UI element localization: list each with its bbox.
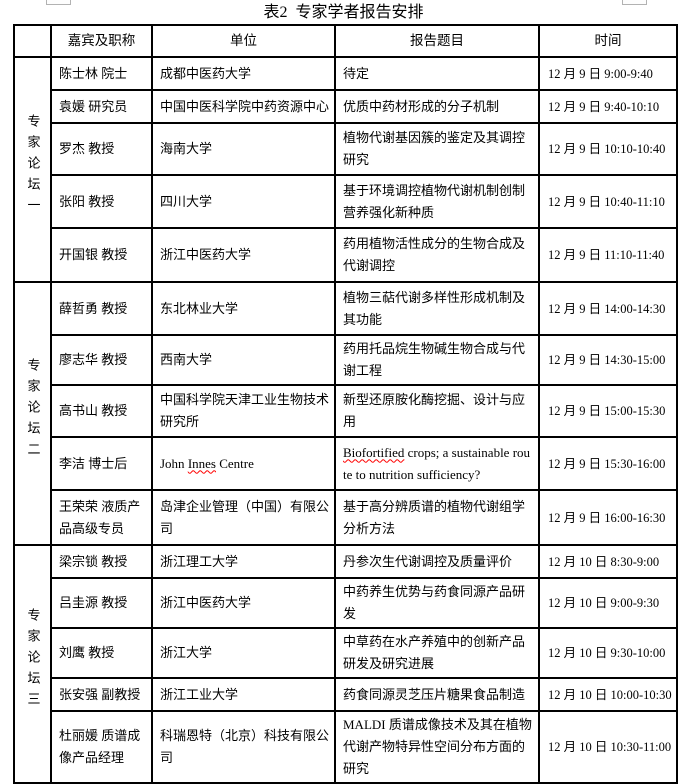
- org-cell: 岛津企业管理（中国）有限公司: [151, 489, 336, 546]
- org-cell: 浙江中医药大学: [151, 577, 336, 629]
- topic-cell: MALDI 质谱成像技术及其在植物代谢产物特异性空间分布方面的研究: [334, 710, 540, 784]
- topic-cell: 新型还原胺化酶挖掘、设计与应用: [334, 384, 540, 438]
- guest-cell: 薛哲勇 教授: [50, 281, 153, 336]
- guest-cell: 陈士林 院士: [50, 56, 153, 91]
- time-cell: 12 月 9 日 9:40-10:10: [538, 89, 678, 124]
- table-row: 李洁 博士后 John Innes Centre Biofortified cr…: [14, 436, 678, 491]
- header-time: 时间: [538, 24, 678, 58]
- org-cell: 西南大学: [151, 334, 336, 386]
- topic-cell: 基于高分辨质谱的植物代谢组学分析方法: [334, 489, 540, 546]
- guest-cell: 梁宗锁 教授: [50, 544, 153, 579]
- table-row: 廖志华 教授 西南大学 药用托品烷生物碱生物合成与代谢工程 12 月 9 日 1…: [14, 334, 678, 386]
- guest-cell: 李洁 博士后: [50, 436, 153, 491]
- topic-cell: 植物代谢基因簇的鉴定及其调控研究: [334, 122, 540, 176]
- guest-cell: 王荣荣 液质产品高级专员: [50, 489, 153, 546]
- topic-cell: 中药养生优势与药食同源产品研发: [334, 577, 540, 629]
- org-cell: 科瑞恩特（北京）科技有限公司: [151, 710, 336, 784]
- time-cell: 12 月 9 日 10:10-10:40: [538, 122, 678, 176]
- guest-cell: 刘鹰 教授: [50, 627, 153, 679]
- forum-section-label-2: 专家论坛二: [13, 281, 52, 546]
- org-cell: 中国中医科学院中药资源中心: [151, 89, 336, 124]
- table-row: 张安强 副教授 浙江工业大学 药食同源灵芝压片糖果食品制造 12 月 10 日 …: [14, 677, 678, 712]
- time-cell: 12 月 9 日 16:00-16:30: [538, 489, 678, 546]
- header-org: 单位: [151, 24, 336, 58]
- org-cell: 中国科学院天津工业生物技术研究所: [151, 384, 336, 438]
- guest-cell: 开国银 教授: [50, 227, 153, 283]
- topic-cell: 药用植物活性成分的生物合成及代谢调控: [334, 227, 540, 283]
- guest-cell: 张阳 教授: [50, 174, 153, 229]
- table-row: 刘鹰 教授 浙江大学 中草药在水产养殖中的创新产品研发及研究进展 12 月 10…: [14, 627, 678, 679]
- time-cell: 12 月 9 日 15:30-16:00: [538, 436, 678, 491]
- guest-cell: 张安强 副教授: [50, 677, 153, 712]
- table-row: 开国银 教授 浙江中医药大学 药用植物活性成分的生物合成及代谢调控 12 月 9…: [14, 227, 678, 283]
- header-topic: 报告题目: [334, 24, 540, 58]
- forum-section-label-3: 专家论坛三: [13, 544, 52, 784]
- table-row: 罗杰 教授 海南大学 植物代谢基因簇的鉴定及其调控研究 12 月 9 日 10:…: [14, 122, 678, 176]
- time-cell: 12 月 10 日 10:30-11:00: [538, 710, 678, 784]
- ruler-margin-marker-right: [622, 0, 647, 5]
- org-cell: 浙江大学: [151, 627, 336, 679]
- org-cell: 四川大学: [151, 174, 336, 229]
- table-row: 专家论坛二 薛哲勇 教授 东北林业大学 植物三萜代谢多样性形成机制及其功能 12…: [13, 281, 678, 546]
- topic-cell: 基于环境调控植物代谢机制创制营养强化新种质: [334, 174, 540, 229]
- table-row: 王荣荣 液质产品高级专员 岛津企业管理（中国）有限公司 基于高分辨质谱的植物代谢…: [14, 489, 678, 546]
- org-cell: 成都中医药大学: [151, 56, 336, 91]
- org-cell: 东北林业大学: [151, 281, 336, 336]
- org-cell: 海南大学: [151, 122, 336, 176]
- table-row: 张阳 教授 四川大学 基于环境调控植物代谢机制创制营养强化新种质 12 月 9 …: [14, 174, 678, 229]
- table-row: 吕圭源 教授 浙江中医药大学 中药养生优势与药食同源产品研发 12 月 10 日…: [14, 577, 678, 629]
- guest-cell: 吕圭源 教授: [50, 577, 153, 629]
- table-row: 袁媛 研究员 中国中医科学院中药资源中心 优质中药材形成的分子机制 12 月 9…: [14, 89, 678, 124]
- org-cell: 浙江理工大学: [151, 544, 336, 579]
- time-cell: 12 月 9 日 9:00-9:40: [538, 56, 678, 91]
- topic-cell: 优质中药材形成的分子机制: [334, 89, 540, 124]
- header-guest: 嘉宾及职称: [50, 24, 153, 58]
- misspelling-underline: Biofortified: [343, 444, 405, 460]
- topic-cell: 药用托品烷生物碱生物合成与代谢工程: [334, 334, 540, 386]
- time-cell: 12 月 9 日 14:30-15:00: [538, 334, 678, 386]
- time-cell: 12 月 9 日 15:00-15:30: [538, 384, 678, 438]
- topic-cell: 丹参次生代谢调控及质量评价: [334, 544, 540, 579]
- topic-cell: 植物三萜代谢多样性形成机制及其功能: [334, 281, 540, 336]
- time-cell: 12 月 10 日 10:00-10:30: [538, 677, 678, 712]
- table-row: 专家论坛一 陈士林 院士 成都中医药大学 待定 12 月 9 日 9:00-9:…: [13, 56, 678, 283]
- org-cell: 浙江中医药大学: [151, 227, 336, 283]
- org-cell: John Innes Centre: [151, 436, 336, 491]
- table-row: 高书山 教授 中国科学院天津工业生物技术研究所 新型还原胺化酶挖掘、设计与应用 …: [14, 384, 678, 438]
- guest-cell: 高书山 教授: [50, 384, 153, 438]
- forum-section-label-1: 专家论坛一: [13, 56, 52, 283]
- report-schedule-table: 嘉宾及职称 单位 报告题目 时间 专家论坛一 陈士林 院士 成都中医药大学 待定…: [13, 24, 678, 784]
- topic-cell: 待定: [334, 56, 540, 91]
- time-cell: 12 月 10 日 8:30-9:00: [538, 544, 678, 579]
- topic-cell: Biofortified crops; a sustainable route …: [334, 436, 540, 491]
- time-cell: 12 月 9 日 11:10-11:40: [538, 227, 678, 283]
- table-title: 表2 专家学者报告安排: [263, 4, 424, 21]
- topic-cell: 中草药在水产养殖中的创新产品研发及研究进展: [334, 627, 540, 679]
- time-cell: 12 月 9 日 10:40-11:10: [538, 174, 678, 229]
- topic-cell: 药食同源灵芝压片糖果食品制造: [334, 677, 540, 712]
- header-forum: [13, 24, 52, 58]
- guest-cell: 廖志华 教授: [50, 334, 153, 386]
- misspelling-underline: Innes: [187, 455, 216, 471]
- table-row: 杜丽媛 质谱成像产品经理 科瑞恩特（北京）科技有限公司 MALDI 质谱成像技术…: [14, 710, 678, 784]
- guest-cell: 杜丽媛 质谱成像产品经理: [50, 710, 153, 784]
- table-row: 专家论坛三 梁宗锁 教授 浙江理工大学 丹参次生代谢调控及质量评价 12 月 1…: [13, 544, 678, 784]
- time-cell: 12 月 9 日 14:00-14:30: [538, 281, 678, 336]
- time-cell: 12 月 10 日 9:00-9:30: [538, 577, 678, 629]
- time-cell: 12 月 10 日 9:30-10:00: [538, 627, 678, 679]
- document-page: 表2 专家学者报告安排 嘉宾及职称 单位 报告题目 时间 专家论坛一 陈士林 院…: [13, 0, 678, 784]
- org-cell: 浙江工业大学: [151, 677, 336, 712]
- guest-cell: 袁媛 研究员: [50, 89, 153, 124]
- guest-cell: 罗杰 教授: [50, 122, 153, 176]
- header-row: 嘉宾及职称 单位 报告题目 时间: [13, 24, 678, 58]
- ruler-margin-marker-left: [46, 0, 71, 5]
